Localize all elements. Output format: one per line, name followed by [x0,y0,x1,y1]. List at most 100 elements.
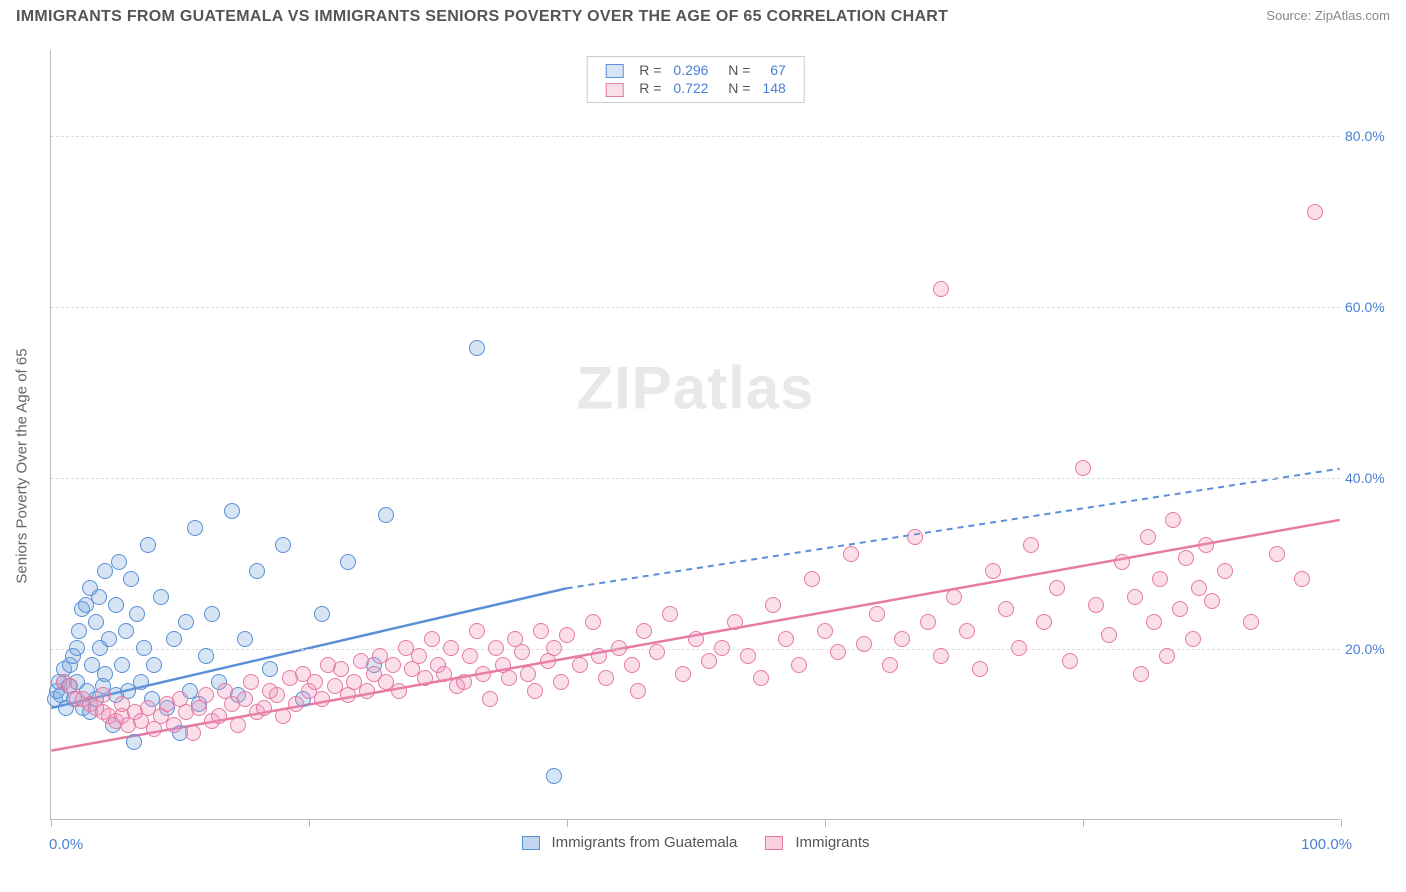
gridline-h [51,136,1340,137]
source-link[interactable]: ZipAtlas.com [1315,8,1390,23]
legend-row-immigrants: R =0.722 N =148 [599,79,792,97]
data-point-guatemala [91,589,107,605]
y-axis-label: Seniors Poverty Over the Age of 65 [14,348,31,583]
data-point-immigrants [869,606,885,622]
data-point-immigrants [727,614,743,630]
data-point-immigrants [1269,546,1285,562]
series-legend-label: Immigrants [795,834,869,851]
data-point-immigrants [933,281,949,297]
data-point-immigrants [237,691,253,707]
data-point-immigrants [436,666,452,682]
legend-swatch-icon [605,83,623,97]
data-point-immigrants [559,627,575,643]
data-point-immigrants [514,644,530,660]
series-legend-item: Immigrants [765,834,869,851]
data-point-immigrants [488,640,504,656]
data-point-immigrants [166,717,182,733]
data-point-immigrants [598,670,614,686]
data-point-immigrants [998,601,1014,617]
data-point-immigrants [1011,640,1027,656]
legend-row-guatemala: R =0.296 N =67 [599,61,792,79]
data-point-guatemala [114,657,130,673]
data-point-immigrants [791,657,807,673]
data-point-immigrants [1075,460,1091,476]
data-point-immigrants [269,687,285,703]
data-point-guatemala [153,589,169,605]
data-point-guatemala [140,537,156,553]
data-point-guatemala [262,661,278,677]
data-point-immigrants [95,687,111,703]
data-point-immigrants [662,606,678,622]
data-point-immigrants [1204,593,1220,609]
data-point-guatemala [469,340,485,356]
data-point-immigrants [1217,563,1233,579]
data-point-immigrants [243,674,259,690]
data-point-immigrants [1165,512,1181,528]
data-point-immigrants [1146,614,1162,630]
data-point-immigrants [1243,614,1259,630]
data-point-guatemala [546,768,562,784]
data-point-guatemala [275,537,291,553]
data-point-guatemala [178,614,194,630]
y-tick-label: 20.0% [1345,641,1395,657]
data-point-immigrants [256,700,272,716]
x-axis-min-label: 0.0% [49,836,83,853]
data-point-guatemala [97,666,113,682]
data-point-immigrants [1088,597,1104,613]
data-point-immigrants [359,683,375,699]
data-point-immigrants [701,653,717,669]
data-point-immigrants [1133,666,1149,682]
x-tick [825,819,826,827]
data-point-guatemala [249,563,265,579]
data-point-immigrants [753,670,769,686]
data-point-guatemala [129,606,145,622]
y-tick-label: 80.0% [1345,128,1395,144]
x-tick [567,819,568,827]
data-point-immigrants [765,597,781,613]
data-point-immigrants [307,674,323,690]
data-point-guatemala [314,606,330,622]
data-point-immigrants [520,666,536,682]
y-tick-label: 40.0% [1345,470,1395,486]
data-point-immigrants [424,631,440,647]
data-point-immigrants [462,648,478,664]
gridline-h [51,307,1340,308]
legend-swatch-icon [765,836,783,850]
legend-swatch-icon [605,64,623,78]
data-point-immigrants [353,653,369,669]
data-point-guatemala [146,657,162,673]
data-point-immigrants [456,674,472,690]
data-point-immigrants [385,657,401,673]
data-point-immigrants [443,640,459,656]
data-point-immigrants [1294,571,1310,587]
data-point-guatemala [88,614,104,630]
data-point-guatemala [187,520,203,536]
data-point-immigrants [985,563,1001,579]
data-point-guatemala [204,606,220,622]
data-point-immigrants [649,644,665,660]
data-point-guatemala [118,623,134,639]
data-point-immigrants [1198,537,1214,553]
data-point-immigrants [411,648,427,664]
data-point-guatemala [108,597,124,613]
data-point-immigrants [572,657,588,673]
series-legend-label: Immigrants from Guatemala [551,834,737,851]
data-point-guatemala [71,623,87,639]
data-point-immigrants [882,657,898,673]
data-point-immigrants [1172,601,1188,617]
data-point-immigrants [1152,571,1168,587]
series-legend-item: Immigrants from Guatemala [521,834,737,851]
series-legend: Immigrants from Guatemala Immigrants [521,834,869,851]
x-tick [51,819,52,827]
data-point-guatemala [224,503,240,519]
data-point-immigrants [804,571,820,587]
data-point-immigrants [675,666,691,682]
data-point-immigrants [1101,627,1117,643]
data-point-immigrants [185,725,201,741]
data-point-immigrants [591,648,607,664]
data-point-immigrants [275,708,291,724]
data-point-immigrants [920,614,936,630]
data-point-guatemala [166,631,182,647]
data-point-immigrants [553,674,569,690]
data-point-immigrants [1114,554,1130,570]
